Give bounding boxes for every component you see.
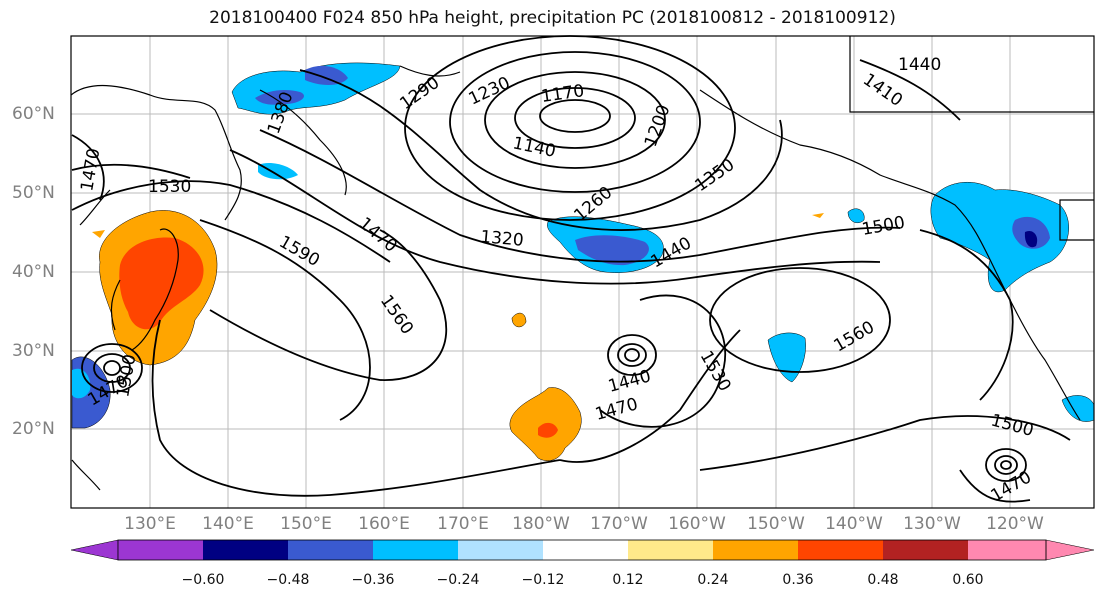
colorbar-tick-label: 0.60 <box>952 572 984 588</box>
lon-label: 140°E <box>202 514 254 534</box>
colorbar-tick-label: −0.12 <box>521 572 565 588</box>
lat-label-30n: 30°N <box>12 341 55 361</box>
lat-label-50n: 50°N <box>12 183 55 203</box>
lon-label: 150°W <box>747 514 805 534</box>
lon-label: 120°W <box>986 514 1044 534</box>
lon-label: 150°E <box>280 514 332 534</box>
colorbar <box>70 539 1095 561</box>
precip-shading <box>71 62 1095 461</box>
map-title: 2018100400 F024 850 hPa height, precipit… <box>209 8 896 28</box>
lon-label: 170°E <box>437 514 489 534</box>
contour-label: 1320 <box>480 227 525 251</box>
colorbar-tick-label: −0.24 <box>436 572 480 588</box>
lon-label: 160°E <box>358 514 410 534</box>
lat-label-40n: 40°N <box>12 262 55 282</box>
contour-label: 1530 <box>148 177 191 197</box>
colorbar-tick-label: 0.12 <box>612 572 644 588</box>
lon-label: 140°W <box>825 514 883 534</box>
colorbar-tick-label: −0.60 <box>181 572 225 588</box>
map-frame <box>70 35 1095 509</box>
lon-label: 130°W <box>903 514 961 534</box>
lat-label-60n: 60°N <box>12 104 55 124</box>
lon-label: 170°W <box>590 514 648 534</box>
lon-label: 130°E <box>124 514 176 534</box>
contour-label: 1440 <box>898 55 941 75</box>
coastlines <box>70 36 1094 491</box>
colorbar-tick-label: −0.36 <box>351 572 395 588</box>
colorbar-tick-label: −0.48 <box>266 572 310 588</box>
colorbar-tick-label: 0.36 <box>782 572 814 588</box>
height-contours <box>71 35 1071 503</box>
colorbar-tick-label: 0.48 <box>867 572 899 588</box>
lat-label-20n: 20°N <box>12 419 55 439</box>
lon-label: 160°W <box>668 514 726 534</box>
colorbar-tick-label: 0.24 <box>697 572 729 588</box>
lon-label: 180°W <box>512 514 570 534</box>
